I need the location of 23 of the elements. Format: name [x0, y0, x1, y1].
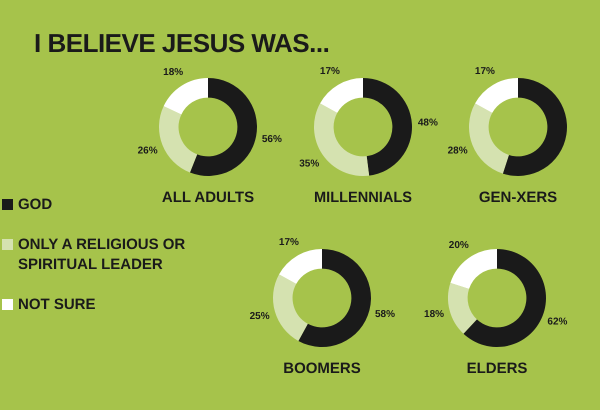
- data-label: 18%: [424, 308, 444, 320]
- data-label: 48%: [418, 118, 438, 129]
- data-label: 18%: [163, 66, 184, 78]
- data-label: 28%: [448, 146, 468, 157]
- legend-label: ONLY A RELIGIOUS OR SPIRITUAL LEADER: [18, 235, 186, 275]
- data-label: 17%: [278, 236, 300, 248]
- data-label: 25%: [250, 310, 270, 322]
- data-label: 62%: [547, 316, 568, 328]
- text: GEN-XERS: [478, 189, 558, 206]
- data-label: 56%: [262, 134, 282, 145]
- data-label: 17%: [474, 66, 496, 77]
- data-label: 58%: [374, 308, 396, 320]
- text: ELDERS: [466, 360, 528, 378]
- text: MILLENNIALS: [314, 190, 412, 206]
- data-label: 26%: [138, 146, 158, 157]
- data-label: 20%: [448, 240, 469, 252]
- legend-label: GOD: [18, 195, 52, 215]
- data-label: 17%: [320, 66, 340, 77]
- text: ALL ADULTS: [162, 189, 254, 206]
- text: I BELIEVE JESUS WAS...: [34, 28, 330, 58]
- text: BOOMERS: [283, 360, 361, 378]
- data-label: 35%: [299, 158, 320, 170]
- legend-label: NOT SURE: [18, 295, 96, 315]
